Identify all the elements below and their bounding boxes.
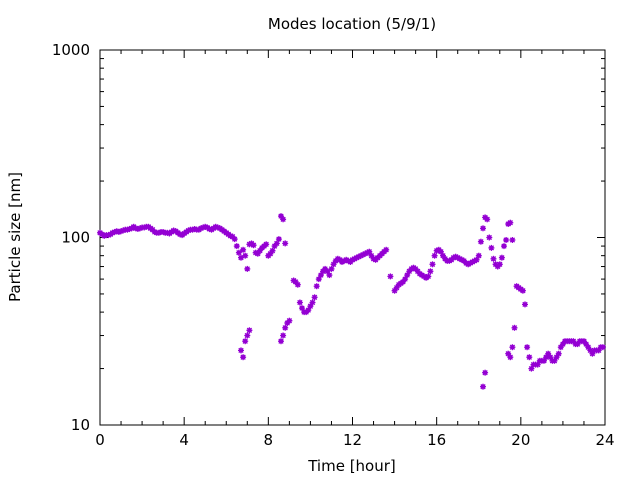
data-point	[509, 237, 516, 243]
data-point	[269, 247, 276, 254]
data-point	[368, 252, 375, 259]
chart-title: Modes location (5/9/1)	[268, 15, 436, 33]
y-tick-labels: 10 100 1000	[52, 41, 90, 434]
x-axis-title: Time [hour]	[307, 457, 396, 475]
data-point	[488, 244, 495, 251]
data-points	[97, 213, 606, 390]
x-tick-label: 0	[95, 431, 105, 449]
data-point	[246, 327, 253, 334]
data-point	[309, 299, 316, 306]
data-point	[296, 299, 303, 306]
data-point	[238, 347, 244, 354]
data-point	[326, 272, 333, 279]
axis-ticks	[99, 49, 606, 426]
data-point	[480, 383, 486, 390]
x-tick-label: 8	[264, 431, 274, 449]
data-point	[477, 238, 484, 245]
data-point	[496, 261, 503, 268]
data-point	[353, 254, 360, 261]
data-point	[498, 254, 505, 261]
data-point	[280, 332, 287, 339]
data-point	[242, 252, 249, 259]
data-point	[425, 273, 432, 280]
data-point	[311, 294, 318, 301]
y-axis-title: Particle size [nm]	[6, 172, 24, 302]
data-point	[242, 338, 249, 345]
data-point	[250, 242, 257, 249]
data-point	[555, 350, 562, 357]
x-tick-label: 20	[511, 431, 530, 449]
data-point	[480, 225, 486, 232]
data-point	[282, 240, 289, 247]
data-point	[235, 249, 242, 256]
data-point	[383, 246, 390, 253]
data-point	[280, 216, 287, 223]
x-tick-label: 16	[427, 431, 446, 449]
data-point	[484, 216, 491, 223]
data-point	[501, 243, 507, 250]
data-point	[233, 243, 240, 250]
data-point	[328, 265, 335, 272]
data-point	[244, 265, 251, 272]
data-point	[263, 241, 270, 248]
data-point	[511, 324, 518, 331]
data-point	[278, 338, 284, 345]
data-point	[524, 344, 531, 351]
x-tick-labels: 0 4 8 12 16 20 24	[95, 431, 614, 449]
data-point	[294, 281, 301, 288]
data-point	[244, 332, 251, 339]
data-point	[509, 344, 516, 351]
y-tick-label: 10	[71, 416, 90, 434]
data-point	[519, 287, 526, 294]
data-point	[599, 344, 606, 351]
data-point	[526, 354, 533, 361]
data-point	[282, 324, 289, 331]
data-point	[522, 301, 528, 308]
data-point	[490, 255, 497, 262]
x-tick-label: 4	[179, 431, 189, 449]
data-point	[387, 273, 394, 280]
data-point	[475, 252, 482, 259]
data-point	[429, 261, 436, 268]
data-point	[503, 237, 510, 243]
x-tick-label: 12	[343, 431, 362, 449]
data-point	[240, 246, 247, 253]
data-point	[482, 369, 489, 376]
x-tick-label: 24	[595, 431, 614, 449]
data-point	[486, 234, 493, 241]
y-tick-label: 1000	[52, 41, 90, 59]
data-point	[440, 252, 446, 259]
data-point	[275, 236, 282, 243]
data-point	[528, 365, 535, 372]
data-point	[431, 252, 438, 259]
data-point	[427, 268, 434, 275]
data-point	[313, 283, 320, 290]
y-tick-label: 100	[61, 229, 90, 247]
data-point	[454, 254, 461, 261]
data-point	[507, 219, 514, 226]
data-point	[240, 354, 247, 361]
data-point	[231, 236, 238, 243]
data-point	[286, 317, 293, 324]
data-point	[400, 278, 406, 285]
data-point	[507, 354, 514, 361]
